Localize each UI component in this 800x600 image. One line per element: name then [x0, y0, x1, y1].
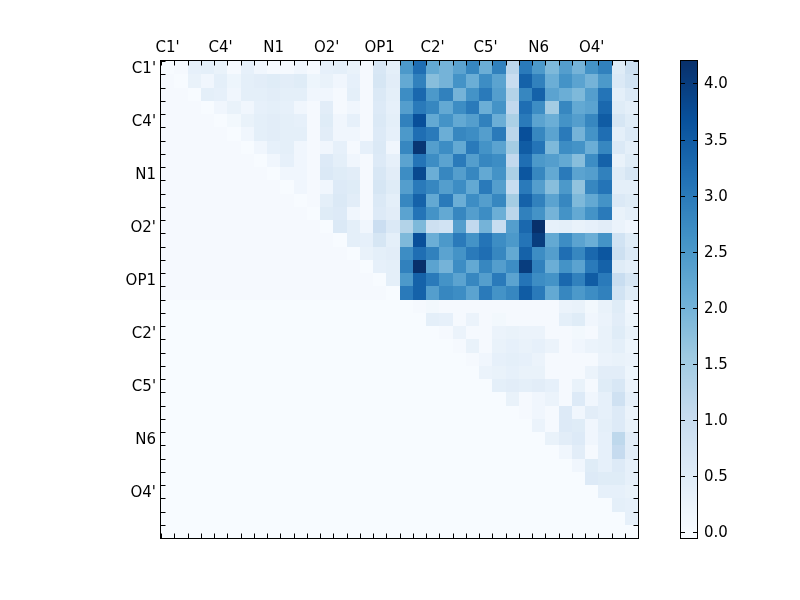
x-tick-label: O2'	[314, 38, 339, 56]
heatmap-canvas	[0, 0, 800, 600]
y-tick-label: C2'	[36, 324, 156, 342]
y-tick-label: C4'	[36, 112, 156, 130]
x-tick-label: OP1	[364, 38, 394, 56]
x-tick-label: C4'	[209, 38, 233, 56]
x-tick-label: C5'	[474, 38, 498, 56]
colorbar-tick-label: 3.0	[704, 187, 728, 205]
y-tick-label: O4'	[36, 483, 156, 501]
colorbar-tick-label: 0.5	[704, 467, 728, 485]
y-tick-label: OP1	[36, 271, 156, 289]
colorbar-tick-label: 0.0	[704, 523, 728, 541]
x-tick-label: N6	[528, 38, 549, 56]
y-tick-label: N6	[36, 430, 156, 448]
y-tick-label: C5'	[36, 377, 156, 395]
x-tick-label: N1	[263, 38, 284, 56]
colorbar-tick-label: 4.0	[704, 74, 728, 92]
colorbar-tick-label: 2.5	[704, 243, 728, 261]
heatmap-figure: C1' C4' N1 O2' OP1 C2' C5' N6 O4' C1' C4' N1 O2' OP1 C…	[0, 0, 800, 600]
x-tick-label: O4'	[579, 38, 604, 56]
colorbar-tick-label: 1.5	[704, 355, 728, 373]
y-tick-label: O2'	[36, 218, 156, 236]
y-tick-label: N1	[36, 165, 156, 183]
colorbar-tick-label: 3.5	[704, 131, 728, 149]
x-tick-label: C2'	[421, 38, 445, 56]
x-tick-label: C1'	[156, 38, 180, 56]
colorbar-tick-label: 2.0	[704, 299, 728, 317]
y-tick-label: C1'	[36, 59, 156, 77]
colorbar-tick-label: 1.0	[704, 411, 728, 429]
